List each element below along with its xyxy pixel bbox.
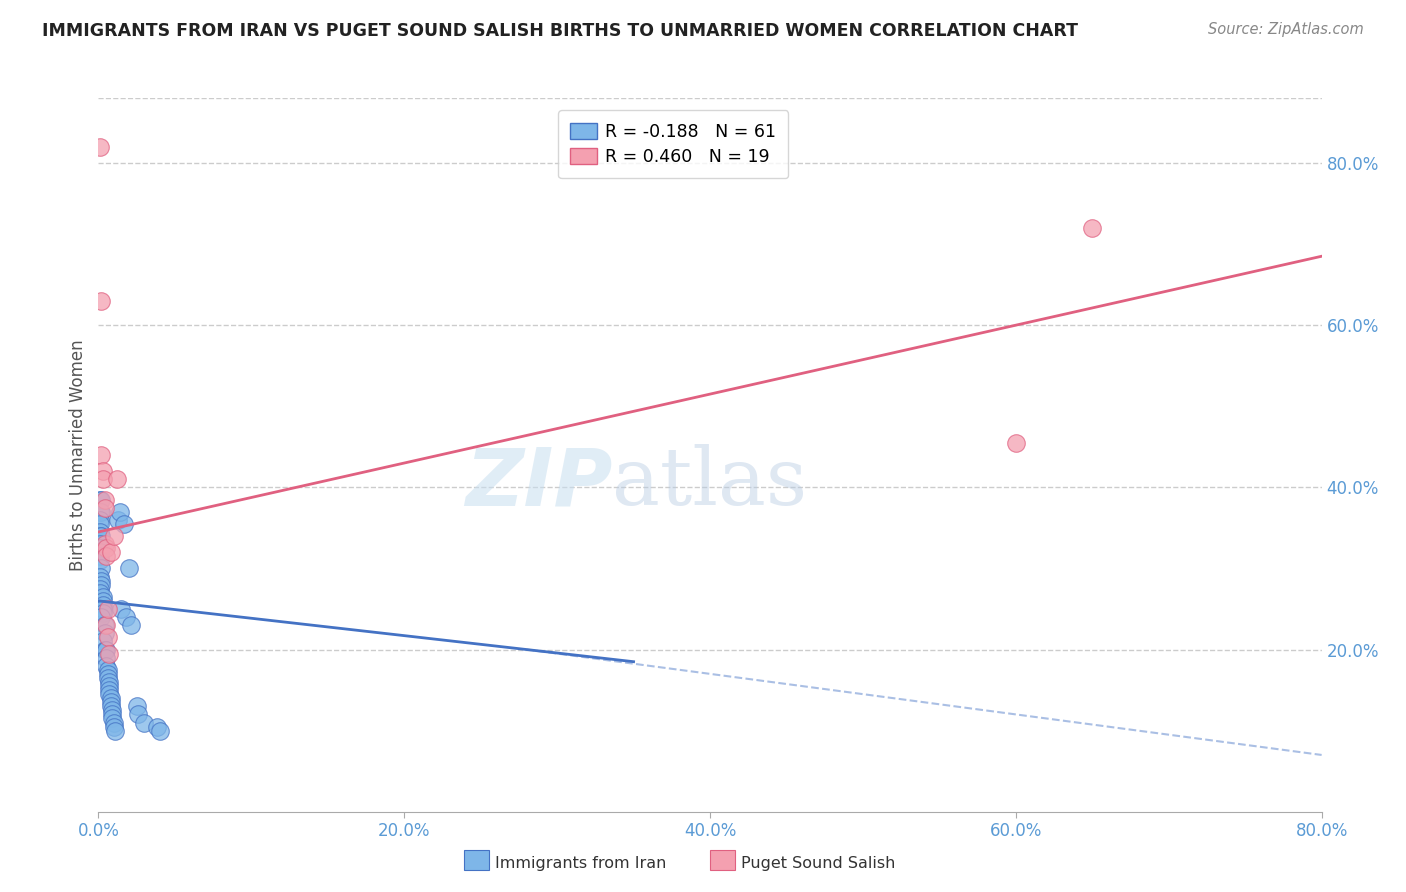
- Point: [105, 472, 128, 486]
- Point: [97, 666, 120, 681]
- Point: [94, 541, 117, 556]
- Point: [110, 602, 132, 616]
- Point: [94, 658, 117, 673]
- Point: [134, 715, 156, 730]
- Point: [103, 529, 125, 543]
- Point: [91, 602, 114, 616]
- Point: [149, 723, 172, 738]
- Point: [93, 500, 115, 515]
- Point: [127, 707, 149, 722]
- Point: [93, 537, 115, 551]
- Point: [100, 699, 122, 714]
- Point: [115, 610, 138, 624]
- Point: [91, 590, 114, 604]
- Point: [103, 720, 125, 734]
- Point: [89, 541, 111, 556]
- Point: [93, 642, 115, 657]
- Point: [107, 513, 129, 527]
- Point: [97, 671, 120, 685]
- Point: [89, 582, 111, 596]
- Point: [90, 610, 112, 624]
- Point: [104, 723, 127, 738]
- Point: [103, 715, 125, 730]
- Point: [94, 618, 117, 632]
- Point: [101, 703, 124, 717]
- Point: [91, 464, 114, 478]
- Text: ZIP: ZIP: [465, 444, 612, 523]
- Point: [91, 606, 114, 620]
- Point: [98, 687, 121, 701]
- Point: [94, 642, 117, 657]
- Point: [89, 545, 111, 559]
- Point: [108, 505, 131, 519]
- Point: [120, 618, 142, 632]
- Point: [91, 472, 114, 486]
- Point: [90, 574, 112, 588]
- Point: [97, 663, 120, 677]
- Point: [98, 679, 121, 693]
- Point: [98, 647, 121, 661]
- Point: [94, 650, 117, 665]
- Point: [1004, 435, 1026, 450]
- Point: [89, 140, 111, 154]
- Point: [98, 683, 121, 698]
- Point: [89, 505, 111, 519]
- Point: [90, 561, 112, 575]
- Point: [100, 545, 122, 559]
- Point: [101, 711, 124, 725]
- Point: [89, 524, 111, 539]
- Point: [93, 618, 115, 632]
- Text: Immigrants from Iran: Immigrants from Iran: [495, 856, 666, 871]
- Text: atlas: atlas: [612, 444, 807, 523]
- Point: [90, 505, 112, 519]
- Point: [98, 675, 121, 690]
- Point: [90, 293, 112, 308]
- Point: [100, 691, 122, 706]
- Text: IMMIGRANTS FROM IRAN VS PUGET SOUND SALISH BIRTHS TO UNMARRIED WOMEN CORRELATION: IMMIGRANTS FROM IRAN VS PUGET SOUND SALI…: [42, 22, 1078, 40]
- Point: [90, 448, 112, 462]
- Point: [91, 594, 114, 608]
- Point: [112, 516, 135, 531]
- Y-axis label: Births to Unmarried Women: Births to Unmarried Women: [69, 339, 87, 571]
- Point: [89, 516, 111, 531]
- Text: Source: ZipAtlas.com: Source: ZipAtlas.com: [1208, 22, 1364, 37]
- Point: [93, 626, 115, 640]
- Point: [89, 549, 111, 564]
- Point: [89, 493, 111, 508]
- Point: [91, 598, 114, 612]
- Point: [90, 493, 112, 508]
- Point: [89, 537, 111, 551]
- Text: Puget Sound Salish: Puget Sound Salish: [741, 856, 896, 871]
- Point: [97, 631, 120, 645]
- Point: [89, 586, 111, 600]
- Point: [89, 553, 111, 567]
- Point: [100, 695, 122, 709]
- Point: [89, 529, 111, 543]
- Point: [91, 634, 114, 648]
- Point: [90, 529, 112, 543]
- Point: [101, 707, 124, 722]
- Legend: R = -0.188   N = 61, R = 0.460   N = 19: R = -0.188 N = 61, R = 0.460 N = 19: [558, 111, 789, 178]
- Point: [94, 549, 117, 564]
- Point: [89, 569, 111, 583]
- Point: [97, 602, 120, 616]
- Point: [1081, 220, 1104, 235]
- Point: [118, 561, 141, 575]
- Point: [93, 492, 115, 507]
- Point: [145, 720, 167, 734]
- Point: [89, 513, 111, 527]
- Point: [125, 699, 148, 714]
- Point: [90, 577, 112, 591]
